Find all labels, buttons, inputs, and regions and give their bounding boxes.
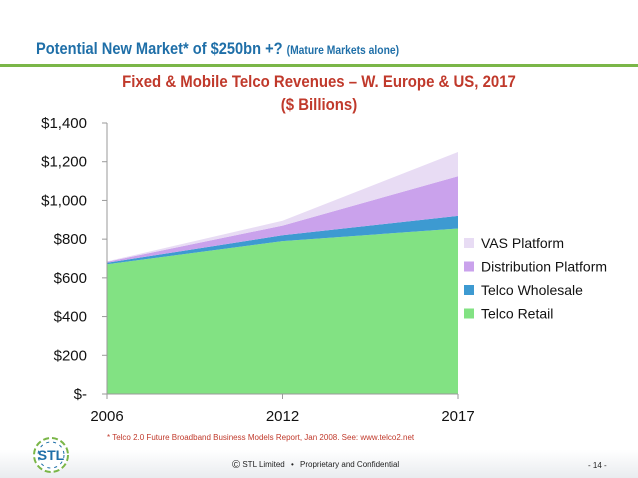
x-tick-label: 2006 [90, 408, 123, 425]
footer-text: © STL Limited • Proprietary and Confiden… [232, 459, 399, 471]
chart-title-line2: ($ Billions) [280, 95, 358, 114]
legend-label-telco-wholesale: Telco Wholesale [481, 282, 583, 298]
y-tick-label: $400 [54, 309, 87, 326]
chart-axes: $- $200 $400 $600 $800 $1,000 $1,200 $1,400 2006… [41, 115, 475, 425]
slide-title: Potential New Market* of $250bn +? (Matu… [36, 39, 399, 59]
logo-text: STL [38, 447, 65, 463]
y-tick-label: $600 [54, 270, 87, 287]
y-tick-label: $1,200 [41, 154, 87, 171]
legend-swatch-telco-wholesale [464, 285, 474, 295]
legend-swatch-telco-retail [464, 308, 474, 319]
y-tick-label: $1,400 [41, 115, 87, 132]
legend-label-vas-platform: VAS Platform [481, 235, 564, 251]
chart-title: Fixed & Mobile Telco Revenues – W. Europ… [0, 70, 638, 116]
legend-label-telco-retail: Telco Retail [481, 306, 553, 322]
page-number: - 14 - [588, 461, 607, 470]
footer-bar [0, 450, 638, 478]
y-tick-label: $200 [54, 347, 87, 364]
area-distribution-platform [107, 176, 458, 263]
area-series-group [107, 152, 458, 394]
x-tick-label: 2017 [441, 408, 474, 425]
stl-logo: STL [33, 437, 69, 473]
area-telco-wholesale [107, 215, 458, 265]
chart-title-line1: Fixed & Mobile Telco Revenues – W. Europ… [122, 72, 516, 91]
y-tick-label: $1,000 [41, 192, 87, 209]
footer-confidential: Proprietary and Confidential [300, 460, 400, 469]
slide-title-note: (Mature Markets alone) [286, 43, 400, 57]
y-tick-label: $- [74, 386, 87, 403]
footer-company: STL Limited [242, 460, 285, 469]
copyright-symbol: © [232, 459, 241, 471]
slide-title-main: Potential New Market* of $250bn +? [36, 39, 283, 58]
title-divider [0, 64, 638, 67]
x-tick-label: 2012 [266, 408, 299, 425]
y-tick-label: $800 [54, 231, 87, 248]
footer-separator: • [290, 460, 294, 469]
legend-label-distribution-platform: Distribution Platform [481, 259, 607, 275]
legend-swatch-distribution-platform [464, 261, 474, 272]
chart-legend: VAS Platform Distribution Platform Telco W… [464, 235, 607, 322]
legend-swatch-vas-platform [464, 238, 474, 248]
area-telco-retail [107, 228, 458, 394]
source-footnote: * Telco 2.0 Future Broadband Business Mo… [107, 433, 415, 442]
